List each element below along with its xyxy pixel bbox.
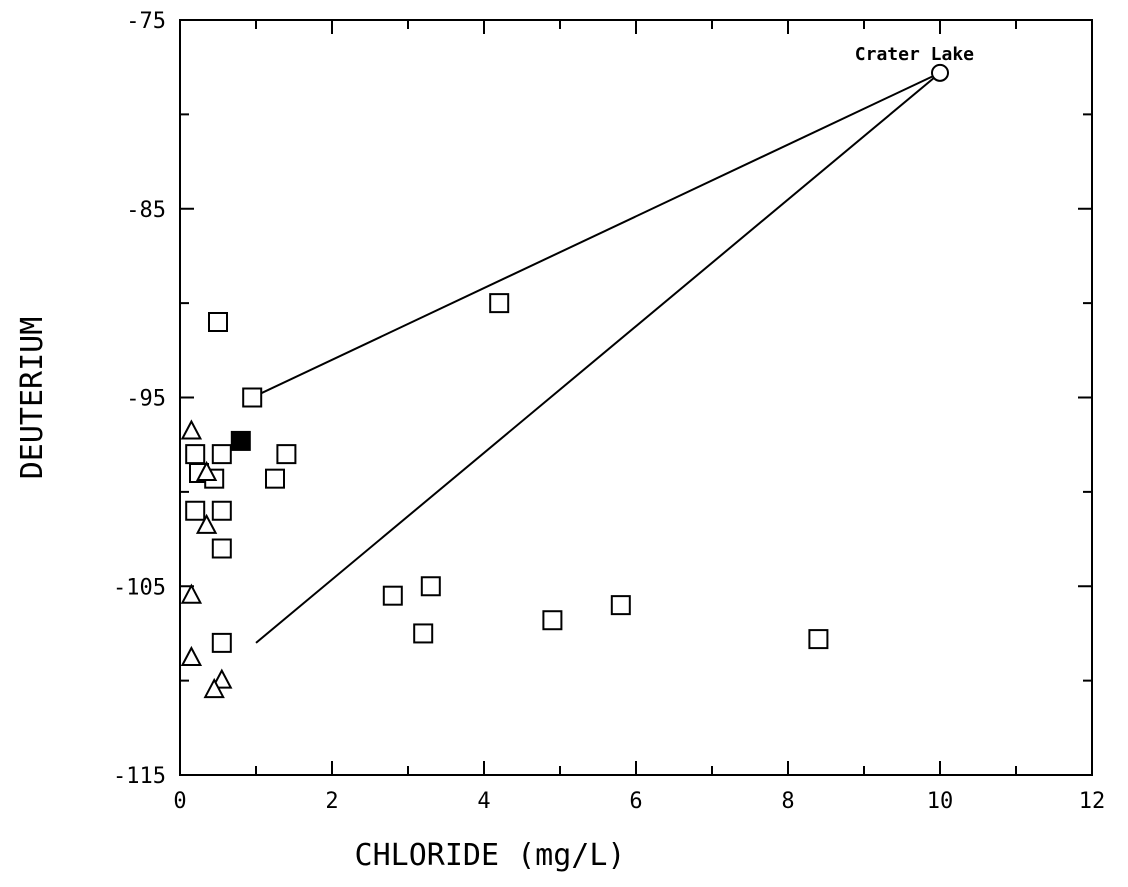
open-square-point <box>489 293 510 314</box>
filled-square-point <box>230 430 251 451</box>
open-circle-point <box>931 63 949 82</box>
open-square-point <box>185 444 206 465</box>
open-square-point <box>211 500 232 521</box>
open-triangle-point <box>203 677 225 699</box>
y-tick-label: -75 <box>126 9 166 34</box>
open-triangle-point <box>180 419 203 440</box>
open-square-point <box>211 444 232 465</box>
x-tick-label: 12 <box>1079 789 1106 814</box>
y-tick-label: -85 <box>126 198 166 223</box>
x-tick-label: 2 <box>325 789 338 814</box>
open-triangle-point <box>211 668 233 689</box>
open-square-point <box>413 623 434 644</box>
mixing-line <box>255 72 941 644</box>
x-tick-label: 10 <box>927 789 954 814</box>
open-square-point <box>208 312 228 332</box>
open-square-point <box>211 538 232 559</box>
open-square-point <box>542 610 563 631</box>
mixing-line <box>251 71 941 399</box>
open-triangle-point <box>180 645 203 666</box>
x-tick-label: 0 <box>173 789 186 814</box>
x-tick-label: 4 <box>477 789 490 814</box>
open-square-point <box>808 629 829 650</box>
data-points <box>180 63 949 699</box>
plot-frame <box>179 19 1093 776</box>
open-square-point <box>610 595 631 616</box>
open-square-point <box>420 576 441 597</box>
open-triangle-point <box>195 513 218 534</box>
tick-labels: 0 2 4 6 8 10 12 -75 -85 -95 -105 -115 <box>113 9 1105 814</box>
y-tick-label: -95 <box>126 387 166 412</box>
open-square-point <box>242 387 263 408</box>
x-tick-label: 8 <box>781 789 794 814</box>
x-axis-title: CHLORIDE (mg/L) <box>355 838 626 873</box>
open-square-point <box>276 444 297 465</box>
open-triangle-point <box>180 583 203 604</box>
annotations: Crater Lake <box>855 44 974 65</box>
open-square-point <box>211 632 232 653</box>
axis-ticks <box>179 19 1093 776</box>
y-axis-title: DEUTERIUM <box>15 317 50 480</box>
mixing-lines <box>251 71 941 644</box>
open-square-point <box>185 500 206 521</box>
x-tick-label: 6 <box>629 789 642 814</box>
open-square-point <box>265 468 285 489</box>
crater-lake-label: Crater Lake <box>855 44 974 65</box>
y-tick-label: -115 <box>113 764 166 789</box>
y-tick-label: -105 <box>113 575 166 600</box>
open-triangle-point <box>195 460 218 481</box>
open-square-point <box>382 585 403 606</box>
